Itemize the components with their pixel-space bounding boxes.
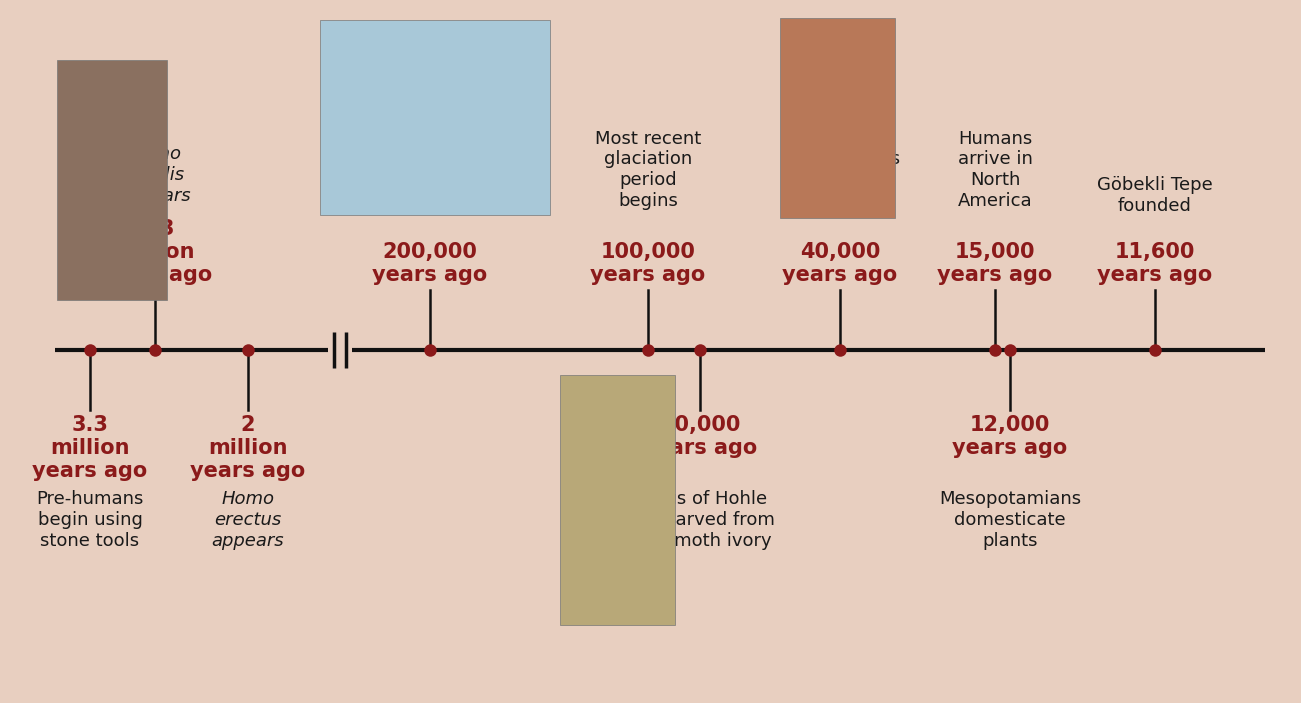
Text: 12,000
years ago: 12,000 years ago xyxy=(952,415,1068,458)
Text: Mesopotamians
domesticate
plants: Mesopotamians domesticate plants xyxy=(939,490,1081,550)
Text: Homo
habilis
appears: Homo habilis appears xyxy=(118,146,191,205)
Text: Most recent
glaciation
period
begins: Most recent glaciation period begins xyxy=(595,129,701,210)
Text: 100,000
years ago: 100,000 years ago xyxy=(591,242,705,285)
Text: Homo sapiens
start migration
out of Africa: Homo sapiens start migration out of Afri… xyxy=(363,146,497,205)
Text: 200,000
years ago: 200,000 years ago xyxy=(372,242,488,285)
Text: Homo
erectus
appears: Homo erectus appears xyxy=(212,490,285,550)
Bar xyxy=(57,60,167,300)
Text: 15,000
years ago: 15,000 years ago xyxy=(938,242,1053,285)
Text: 40,000
years ago: 40,000 years ago xyxy=(643,415,757,458)
Text: 40,000
years ago: 40,000 years ago xyxy=(782,242,898,285)
Bar xyxy=(320,20,550,215)
Text: 11,600
years ago: 11,600 years ago xyxy=(1097,242,1213,285)
Text: Göbekli Tepe
founded: Göbekli Tepe founded xyxy=(1097,176,1213,215)
Text: Venus of Hohle
Fels carved from
mammoth ivory: Venus of Hohle Fels carved from mammoth … xyxy=(624,490,775,550)
Text: 2
million
years ago: 2 million years ago xyxy=(190,415,306,482)
Text: Humans
arrive in
North
America: Humans arrive in North America xyxy=(958,129,1033,210)
Bar xyxy=(781,18,895,218)
Text: Neanderthals
begin to
die out: Neanderthals begin to die out xyxy=(779,150,900,210)
Text: Pre-humans
begin using
stone tools: Pre-humans begin using stone tools xyxy=(36,490,143,550)
Text: 2–3
million
years ago: 2–3 million years ago xyxy=(98,219,212,285)
Bar xyxy=(559,375,675,625)
Text: 3.3
million
years ago: 3.3 million years ago xyxy=(33,415,147,482)
